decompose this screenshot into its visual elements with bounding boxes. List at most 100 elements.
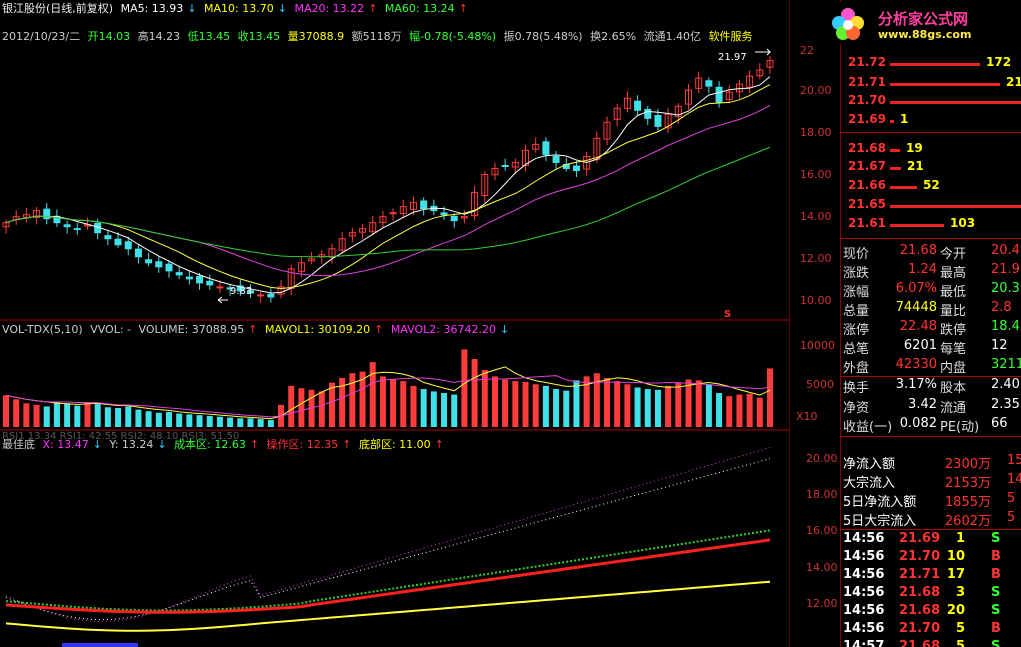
candle-body (73, 228, 81, 231)
operate-zone-line (5, 538, 771, 614)
quote-row: 现价 21.68 今开 20.4 (843, 243, 1021, 262)
volume-bar (308, 389, 315, 427)
quote-value: 18.4 (991, 319, 1020, 334)
bar-amplitude: 振0.78(5.48%) (503, 30, 583, 43)
bar-volume: 量37088.9 (287, 30, 345, 43)
quote-label: 股本 (940, 381, 967, 396)
quote-label: 收益(一) (843, 420, 893, 435)
candle-body (277, 286, 285, 295)
order-volume: 19 (906, 141, 923, 155)
volume-bar (359, 371, 366, 427)
order-volume: 211 (1006, 75, 1021, 89)
candle-body (756, 69, 764, 77)
order-book-row: 21.68 19 (848, 141, 1020, 159)
candle-body (236, 285, 244, 292)
scroll-indicator (62, 643, 138, 647)
volume-bar (257, 419, 264, 427)
volume-bar (165, 411, 172, 427)
capital-flow-label: 净流入额 (843, 457, 896, 472)
volume-bar (604, 377, 611, 427)
volume-bar (522, 381, 529, 427)
volume-bar (624, 384, 631, 427)
capital-flow-label: 5日大宗流入 (843, 514, 917, 529)
capital-flow-row: 净流入额 2300万 15 (843, 453, 1021, 472)
quote-value: 2.8 (991, 300, 1012, 315)
order-volume: 21 (907, 159, 924, 173)
tick-price: 21.71 (899, 567, 941, 582)
indicator-tick: 14.00 (806, 561, 838, 574)
order-volume: 172 (986, 55, 1012, 69)
candle-body (165, 263, 173, 272)
arrow-up-icon: ↑ (368, 2, 378, 15)
x-dotted-line (5, 458, 771, 621)
volume-bar (430, 391, 437, 427)
quote-value: 3.17% (895, 377, 937, 392)
volume-bar (726, 396, 733, 427)
quote-label: 今开 (940, 247, 967, 262)
chart-canvas[interactable] (0, 0, 790, 647)
quote-row: 涨幅 6.07% 最低 20.3 (843, 281, 1021, 300)
volume-value: VOLUME: 37088.95 (138, 323, 245, 336)
quote-row: 涨停 22.48 跌停 18.4 (843, 319, 1021, 338)
volume-bar (74, 405, 81, 427)
divider (840, 376, 1021, 377)
volume-bar (227, 417, 234, 427)
volume-bar (675, 382, 682, 427)
indicator-op: 操作区: 12.35 (266, 438, 339, 451)
candle-body (766, 59, 774, 68)
candle-body (532, 143, 540, 150)
order-volume: 52 (923, 178, 940, 192)
quote-label: 涨幅 (843, 285, 870, 300)
stock-title: 银江股份(日线,前复权) (2, 2, 114, 15)
volume-bar (583, 376, 590, 427)
quote-label: 跌停 (940, 323, 967, 338)
quote-panel (840, 0, 1021, 647)
volume-bar (288, 385, 295, 427)
candle-body (450, 215, 458, 222)
bottom-zone-line (5, 580, 771, 632)
volume-bar (237, 418, 244, 427)
low-marker-label: 9.83 (230, 286, 253, 297)
capital-flow-row: 5日大宗流入 2602万 5 (843, 510, 1021, 529)
quote-value: 22.48 (899, 319, 937, 334)
s-marker-label: S (724, 309, 732, 320)
tick-volume: 17 (946, 567, 965, 582)
candle-body (63, 224, 71, 228)
candle-body (522, 149, 530, 166)
candle-body (297, 262, 305, 272)
bar-date: 2012/10/23/二 (2, 30, 81, 43)
quote-value: 74448 (895, 300, 937, 315)
indicator-name: 最佳底 (2, 438, 35, 451)
quote-label: 最高 (940, 266, 967, 281)
quote-value: 20.4 (991, 243, 1020, 258)
indicator-y: Y: 13.24 (109, 438, 154, 451)
chart-area[interactable]: 银江股份(日线,前复权) MA5: 13.93 ↓ MA10: 13.70 ↓ MA… (0, 0, 838, 647)
order-book-row: 21.71 211 (848, 75, 1021, 93)
bar-info-line: 2012/10/23/二 开14.03 高14.23 低13.45 收13.45… (2, 30, 757, 44)
vvol-label: VVOL: - (90, 323, 132, 336)
order-volume-bar (890, 205, 1021, 208)
quote-row: 外盘 42330 内盘 3211 (843, 357, 1021, 376)
ma60-line (5, 146, 771, 258)
order-volume-bar (890, 224, 944, 227)
volume-bar (43, 406, 50, 427)
tick-side: B (991, 567, 1001, 582)
quote-label: 总量 (843, 304, 870, 319)
candle-body (369, 222, 377, 233)
bar-turnover: 换2.65% (590, 30, 637, 43)
order-price: 21.72 (848, 55, 886, 69)
candle-body (705, 80, 713, 87)
order-book-row: 21.66 52 (848, 178, 1020, 196)
volume-bar (369, 362, 376, 427)
tick-side: S (991, 603, 1001, 618)
logo-title: 分析家公式网 (878, 10, 969, 28)
volume-bar (318, 391, 325, 427)
tick-side: B (991, 621, 1001, 636)
tick-row: 14:56 21.68 20 S (843, 603, 1021, 621)
mavol1-value: MAVOL1: 30109.20 (265, 323, 371, 336)
candle-body (654, 115, 662, 127)
volume-bar (196, 415, 203, 427)
volume-bar (512, 381, 519, 427)
main-chart-header: 银江股份(日线,前复权) MA5: 13.93 ↓ MA10: 13.70 ↓ MA… (2, 2, 472, 16)
